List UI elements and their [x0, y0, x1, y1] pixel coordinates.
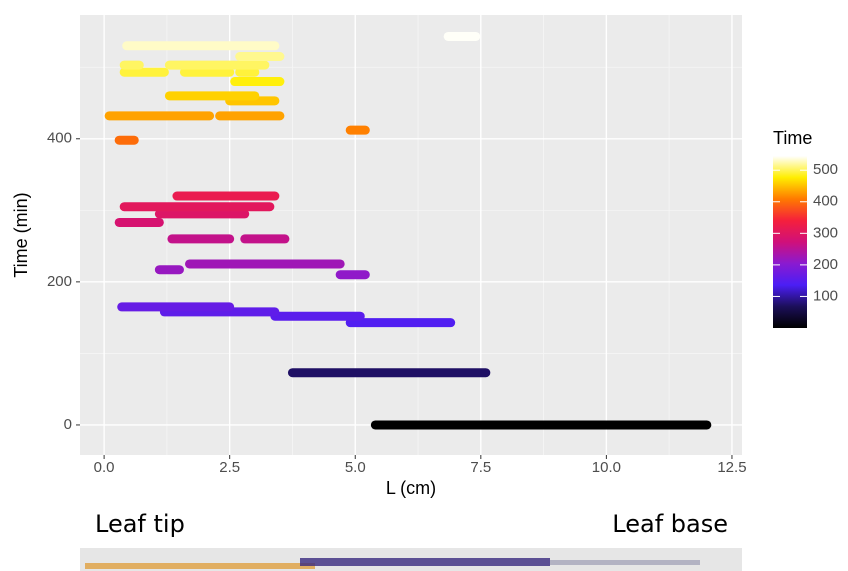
segment: [235, 67, 260, 77]
annotation: Leaf tip: [95, 510, 185, 538]
segment: [335, 270, 370, 280]
x-tick-label: 7.5: [470, 459, 491, 476]
y-tick-label: 0: [64, 416, 72, 433]
leaf-image: [80, 548, 742, 571]
segment: [104, 111, 215, 121]
colorbar-tick-label: 100: [813, 287, 838, 304]
segment: [167, 234, 235, 244]
segment: [154, 209, 250, 219]
x-tick-label: 12.5: [717, 459, 746, 476]
y-tick-label: 400: [47, 130, 72, 147]
segment: [164, 60, 270, 70]
segment: [345, 125, 370, 135]
segment: [345, 318, 456, 328]
segment: [172, 191, 280, 201]
x-axis-title: L (cm): [386, 478, 436, 498]
segment: [119, 60, 144, 70]
segment: [370, 420, 712, 430]
segment: [114, 217, 164, 227]
segment: [154, 265, 184, 275]
x-tick-label: 5.0: [345, 459, 366, 476]
colorbar-tick-label: 400: [813, 193, 838, 210]
segment: [114, 135, 139, 145]
y-tick-label: 200: [47, 273, 72, 290]
segment: [287, 368, 491, 378]
segment: [184, 259, 345, 269]
legend-title: Time: [773, 128, 812, 148]
x-tick-label: 10.0: [592, 459, 621, 476]
segment: [119, 202, 275, 212]
segment: [443, 31, 481, 41]
colorbar-tick-label: 300: [813, 224, 838, 241]
segment: [122, 41, 280, 51]
colorbar-tick-label: 500: [813, 161, 838, 178]
x-tick-label: 0.0: [94, 459, 115, 476]
segment: [240, 234, 290, 244]
y-axis-title: Time (min): [11, 192, 31, 277]
segment: [230, 77, 285, 87]
segment: [164, 91, 260, 101]
segment: [117, 302, 235, 312]
colorbar-tick-label: 200: [813, 256, 838, 273]
segment: [179, 67, 235, 77]
colorbar: [773, 156, 807, 328]
segment: [270, 311, 365, 321]
segment: [215, 111, 285, 121]
annotation: Leaf base: [612, 510, 728, 538]
x-tick-label: 2.5: [219, 459, 240, 476]
segment: [235, 51, 285, 61]
segment: [119, 67, 169, 77]
